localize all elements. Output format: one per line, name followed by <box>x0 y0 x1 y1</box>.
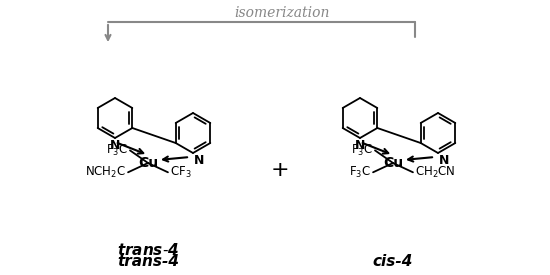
Text: NCH$_2$C: NCH$_2$C <box>85 165 126 180</box>
Text: CH$_2$CN: CH$_2$CN <box>415 165 455 180</box>
Text: +: + <box>271 160 289 180</box>
Text: N: N <box>355 139 365 152</box>
Text: F$_3$C: F$_3$C <box>349 165 371 180</box>
Text: N: N <box>110 139 120 152</box>
Text: CF$_3$: CF$_3$ <box>170 165 191 180</box>
Text: N: N <box>439 154 449 167</box>
Text: isomerization: isomerization <box>234 6 329 20</box>
Text: Cu: Cu <box>383 156 403 170</box>
Text: trans-4: trans-4 <box>117 254 179 270</box>
Text: cis-4: cis-4 <box>373 254 413 270</box>
Text: N: N <box>194 154 205 167</box>
Text: $\bfit{trans}$-$\bfit{4}$: $\bfit{trans}$-$\bfit{4}$ <box>117 242 179 258</box>
Text: Cu: Cu <box>138 156 158 170</box>
Text: F$_3$C: F$_3$C <box>106 143 128 158</box>
Text: F$_3$C: F$_3$C <box>351 143 373 158</box>
